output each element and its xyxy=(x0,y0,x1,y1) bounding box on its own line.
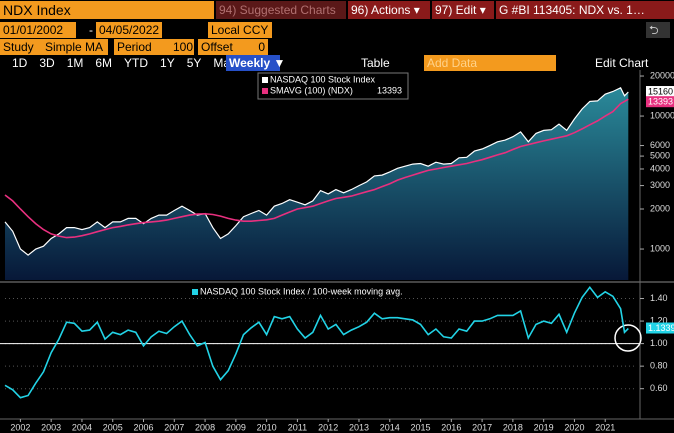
x-tick-label: 2012 xyxy=(318,422,338,432)
legend-label: SMAVG (100) (NDX) xyxy=(270,85,353,95)
legend-swatch xyxy=(262,77,268,83)
table-button[interactable]: Table xyxy=(361,56,390,70)
x-tick-label: 2020 xyxy=(564,422,584,432)
series-line xyxy=(4,285,629,399)
range-button[interactable]: 1Y xyxy=(160,56,175,70)
x-tick-label: 2002 xyxy=(10,422,30,432)
y-tick-label: 1.40 xyxy=(650,293,668,303)
undo[interactable]: ⮌ xyxy=(646,22,670,38)
y-tick-label: 10000 xyxy=(650,110,674,120)
offset[interactable]: 0 xyxy=(242,39,268,55)
legend-label: NASDAQ 100 Stock Index / 100-week moving… xyxy=(200,286,403,296)
last-value-tag xyxy=(646,86,674,98)
x-tick-label: 2015 xyxy=(411,422,431,432)
y-tick-label: 1000 xyxy=(650,243,670,253)
area xyxy=(5,87,629,280)
legend-label: NASDAQ 100 Stock Index xyxy=(270,74,376,84)
range-button[interactable]: 1D xyxy=(12,56,28,70)
y-tick-label: 1.00 xyxy=(650,338,668,348)
edit-menu[interactable]: 97) Edit ▾ xyxy=(432,1,494,19)
y-tick-label: 4000 xyxy=(650,163,670,173)
offset-label: Offset xyxy=(198,39,242,55)
x-tick-label: 2018 xyxy=(503,422,523,432)
x-tick-label: 2021 xyxy=(595,422,615,432)
period-label: Period xyxy=(114,39,170,55)
x-tick-label: 2011 xyxy=(288,422,307,432)
last-value-tag xyxy=(646,322,674,334)
x-tick-label: 2017 xyxy=(472,422,492,432)
range-button[interactable]: YTD xyxy=(124,56,149,70)
x-tick-label: 2007 xyxy=(164,422,184,432)
legend-swatch xyxy=(262,88,268,94)
x-tick-label: 2009 xyxy=(226,422,246,432)
y-tick-label: 3000 xyxy=(650,180,670,190)
y-tick-label: 20000 xyxy=(650,70,674,80)
range-button[interactable]: 3D xyxy=(39,56,55,70)
y-tick-label: 1.20 xyxy=(650,315,668,325)
add-data[interactable]: Add Data xyxy=(424,55,556,71)
x-tick-label: 2004 xyxy=(72,422,92,432)
y-tick-label: 2000 xyxy=(650,203,670,213)
frequency[interactable]: Weekly ▼ xyxy=(226,55,285,71)
y-tick-label: 6000 xyxy=(650,140,670,150)
currency[interactable]: Local CCY xyxy=(208,22,272,38)
y-tick-label: 5000 xyxy=(650,150,670,160)
graph-title: G #BI 113405: NDX vs. 1… xyxy=(496,1,674,19)
highlight-circle xyxy=(614,324,642,352)
x-tick-label: 2014 xyxy=(380,422,400,432)
last-value-label: 1.1339 xyxy=(648,323,674,333)
x-tick-label: 2003 xyxy=(41,422,61,432)
x-tick-label: 2006 xyxy=(133,422,153,432)
series-line xyxy=(4,98,629,239)
last-value-label: 13393 xyxy=(648,97,673,107)
range-button[interactable]: 5Y xyxy=(186,56,202,70)
last-value-tag xyxy=(646,96,674,108)
study[interactable]: Simple MA xyxy=(42,39,108,55)
last-value-label: 15160 xyxy=(648,86,673,96)
period[interactable]: 100 xyxy=(170,39,194,55)
x-tick-label: 2005 xyxy=(103,422,123,432)
x-tick-label: 2010 xyxy=(257,422,277,432)
x-tick-label: 2016 xyxy=(441,422,461,432)
security[interactable]: NDX Index xyxy=(0,1,214,19)
legend-swatch xyxy=(192,289,198,295)
y-tick-label: 0.60 xyxy=(650,383,668,393)
start-date[interactable]: 01/01/2002 xyxy=(0,22,76,38)
date-dash: - xyxy=(89,23,93,37)
edit-chart[interactable]: Edit Chart xyxy=(595,56,649,70)
suggested-charts[interactable]: 94) Suggested Charts xyxy=(216,1,346,19)
range-button[interactable]: 1M xyxy=(66,56,84,70)
actions-menu[interactable]: 96) Actions ▾ xyxy=(348,1,430,19)
legend-box xyxy=(257,72,409,100)
x-tick-label: 2013 xyxy=(349,422,369,432)
x-tick-label: 2019 xyxy=(534,422,554,432)
y-tick-label: 0.80 xyxy=(650,361,668,371)
end-date[interactable]: 04/05/2022 xyxy=(96,22,162,38)
study-label: Study xyxy=(0,39,42,55)
range-button[interactable]: 6M xyxy=(95,56,113,70)
series-line xyxy=(4,87,629,256)
x-tick-label: 2008 xyxy=(195,422,215,432)
legend-value: 13393 xyxy=(377,85,402,95)
